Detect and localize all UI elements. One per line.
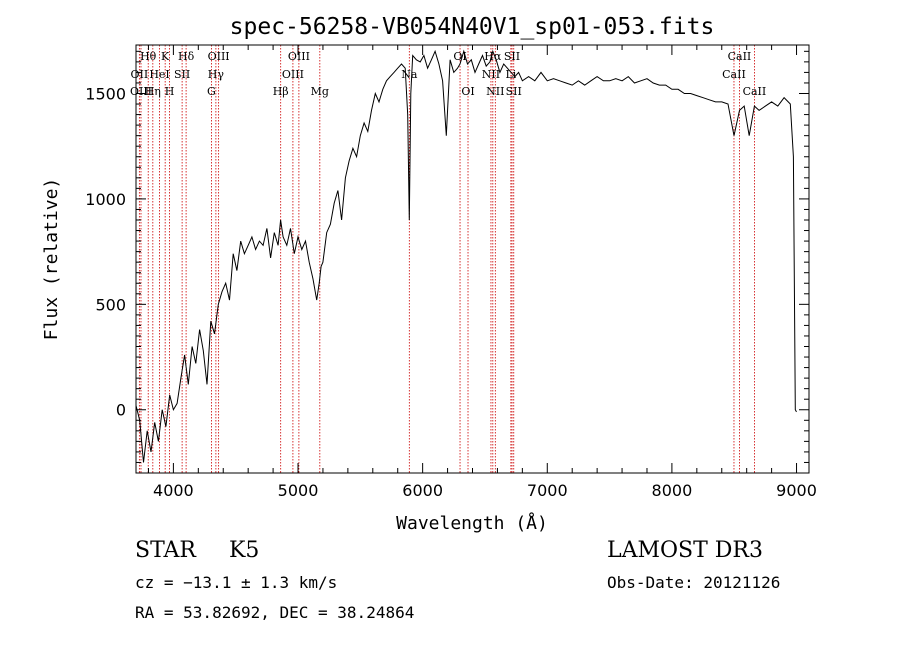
object-class-label: STAR: [135, 538, 196, 563]
line-marker-label: NII: [486, 85, 504, 98]
line-marker-label: Hα: [484, 50, 502, 63]
line-marker-label: OIII: [208, 50, 230, 63]
y-tick-label: 500: [95, 295, 126, 314]
y-tick-label: 1000: [85, 190, 126, 209]
x-tick-label: 7000: [527, 481, 568, 500]
line-marker-label: Hη: [145, 85, 161, 98]
line-marker-label: HeI: [149, 68, 169, 81]
line-marker-label: Hβ: [273, 85, 289, 98]
y-tick-label: 1500: [85, 84, 126, 103]
line-marker-label: Hγ: [208, 68, 225, 81]
line-marker-label: CaII: [728, 50, 752, 63]
obs-date-text: Obs-Date: 20121126: [607, 573, 781, 592]
line-marker-label: SII: [504, 50, 520, 63]
y-axis: 0 500 1000 1500: [85, 50, 809, 463]
line-marker-label: OI: [453, 50, 466, 63]
line-marker-label: Hδ: [178, 50, 195, 63]
x-tick-label: 5000: [278, 481, 319, 500]
y-tick-label: 0: [116, 401, 126, 420]
line-marker-label: OI: [461, 85, 474, 98]
line-marker-label: Hθ: [140, 50, 157, 63]
line-marker-label: Na: [401, 68, 418, 81]
line-marker-label: NII: [482, 68, 500, 81]
x-axis-label: Wavelength (Å): [396, 512, 548, 534]
line-marker-label: OIII: [282, 68, 304, 81]
coordinates-text: RA = 53.82692, DEC = 38.24864: [135, 603, 415, 622]
line-marker-label: OIII: [130, 85, 152, 98]
line-marker-label: CaII: [722, 68, 746, 81]
line-marker-label: Li: [505, 68, 516, 81]
object-subclass-label: K5: [229, 538, 260, 563]
line-marker-label: Mg: [311, 85, 329, 98]
line-marker-label: CaII: [743, 85, 767, 98]
redshift-text: cz = −13.1 ± 1.3 km/s: [135, 573, 338, 592]
x-axis: 4000 5000 6000 7000 8000 9000: [147, 45, 817, 500]
line-marker-label: K: [161, 50, 170, 63]
x-tick-label: 4000: [153, 481, 194, 500]
survey-label: LAMOST DR3: [607, 538, 763, 563]
spectrum-line: [135, 49, 797, 463]
object-class: STAR K5: [135, 538, 259, 563]
x-tick-label: 9000: [776, 481, 817, 500]
line-marker-label: SII: [506, 85, 522, 98]
line-marker-label: G: [207, 85, 216, 98]
line-marker-label: OIII: [288, 50, 310, 63]
line-marker-label: H: [165, 85, 175, 98]
line-marker-label: SII: [174, 68, 190, 81]
line-marker-label: OII: [131, 68, 149, 81]
plot-frame: [135, 44, 810, 474]
line-markers: [138, 45, 755, 473]
x-tick-label: 8000: [652, 481, 693, 500]
y-axis-label: Flux (relative): [41, 178, 62, 341]
x-tick-label: 6000: [402, 481, 443, 500]
line-marker-labels: Hθ OII OIII K HeI Hη Hδ SII H OIII Hγ G Hβ OIII OIII Mg…: [130, 50, 766, 98]
chart-title: spec-56258-VB054N40V1_sp01-053.fits: [230, 14, 715, 40]
